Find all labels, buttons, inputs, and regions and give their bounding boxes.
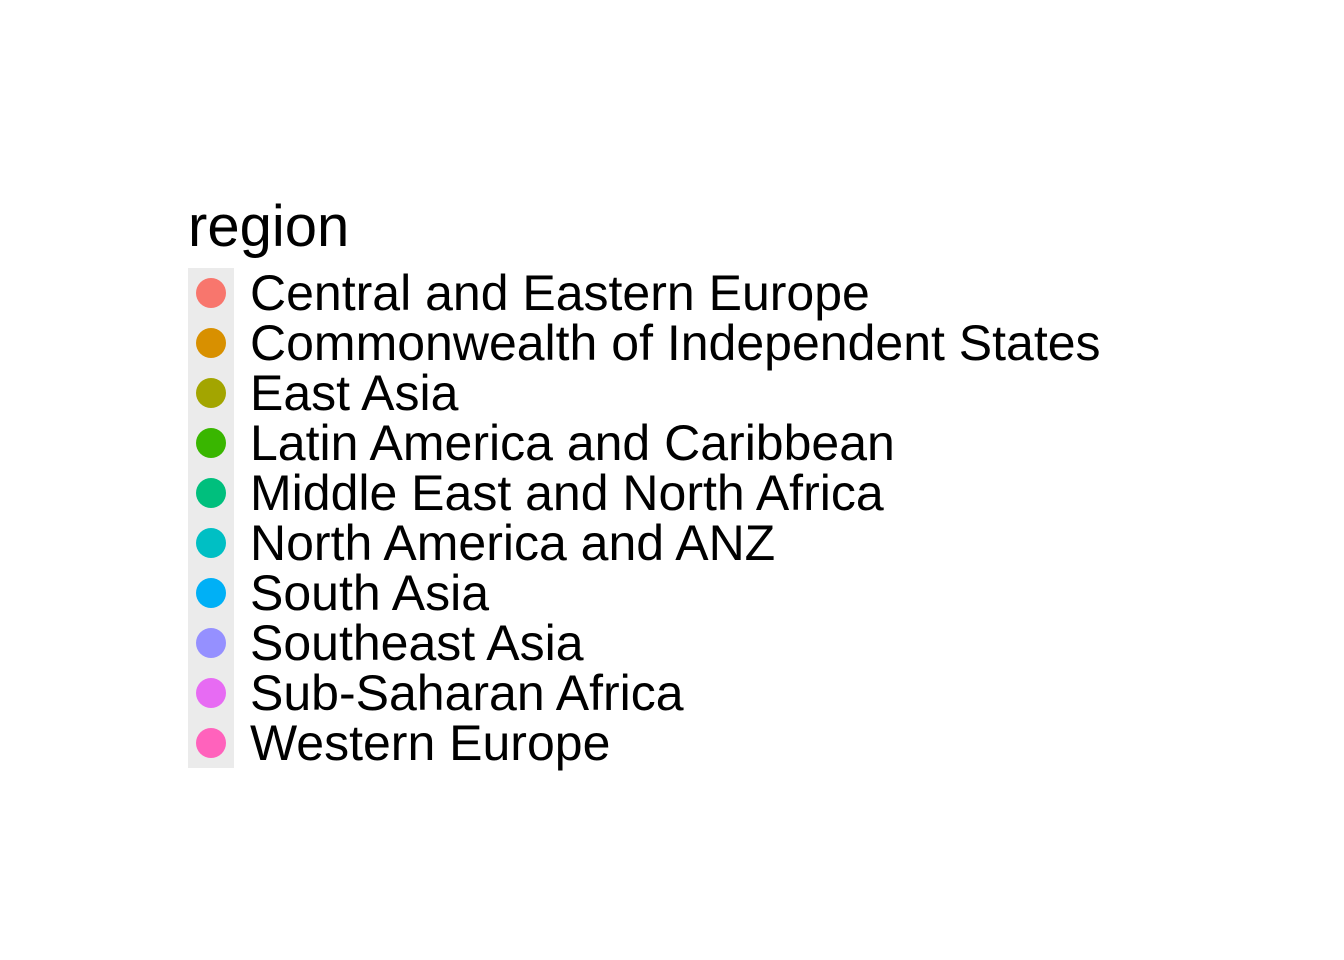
legend-key xyxy=(188,418,234,468)
legend: region Central and Eastern Europe Commonw… xyxy=(188,196,1101,768)
legend-key xyxy=(188,618,234,668)
legend-marker xyxy=(196,728,226,758)
legend-marker xyxy=(196,628,226,658)
legend-item: Central and Eastern Europe xyxy=(188,268,1101,318)
legend-key xyxy=(188,518,234,568)
legend-label: Sub-Saharan Africa xyxy=(250,665,684,721)
legend-key xyxy=(188,568,234,618)
legend-item: Western Europe xyxy=(188,718,1101,768)
legend-key xyxy=(188,718,234,768)
legend-label: Western Europe xyxy=(250,715,611,771)
legend-body: Central and Eastern Europe Commonwealth o… xyxy=(188,268,1101,768)
legend-marker xyxy=(196,328,226,358)
legend-marker xyxy=(196,378,226,408)
legend-marker xyxy=(196,478,226,508)
legend-marker xyxy=(196,678,226,708)
legend-key xyxy=(188,468,234,518)
legend-item: South Asia xyxy=(188,568,1101,618)
legend-label: Latin America and Caribbean xyxy=(250,415,895,471)
legend-item: East Asia xyxy=(188,368,1101,418)
legend-item: North America and ANZ xyxy=(188,518,1101,568)
legend-item: Commonwealth of Independent States xyxy=(188,318,1101,368)
legend-marker xyxy=(196,428,226,458)
legend-label: North America and ANZ xyxy=(250,515,776,571)
legend-marker xyxy=(196,578,226,608)
legend-item: Middle East and North Africa xyxy=(188,468,1101,518)
legend-item: Latin America and Caribbean xyxy=(188,418,1101,468)
legend-label: East Asia xyxy=(250,365,459,421)
legend-item: Sub-Saharan Africa xyxy=(188,668,1101,718)
legend-label: South Asia xyxy=(250,565,490,621)
legend-key xyxy=(188,368,234,418)
legend-label: Middle East and North Africa xyxy=(250,465,884,521)
legend-label: Southeast Asia xyxy=(250,615,584,671)
legend-label: Central and Eastern Europe xyxy=(250,265,870,321)
legend-marker xyxy=(196,278,226,308)
legend-items: Central and Eastern Europe Commonwealth o… xyxy=(188,268,1101,768)
legend-marker xyxy=(196,528,226,558)
legend-title: region xyxy=(188,194,350,259)
legend-item: Southeast Asia xyxy=(188,618,1101,668)
legend-key xyxy=(188,668,234,718)
legend-key xyxy=(188,318,234,368)
legend-label: Commonwealth of Independent States xyxy=(250,315,1101,371)
legend-key xyxy=(188,268,234,318)
